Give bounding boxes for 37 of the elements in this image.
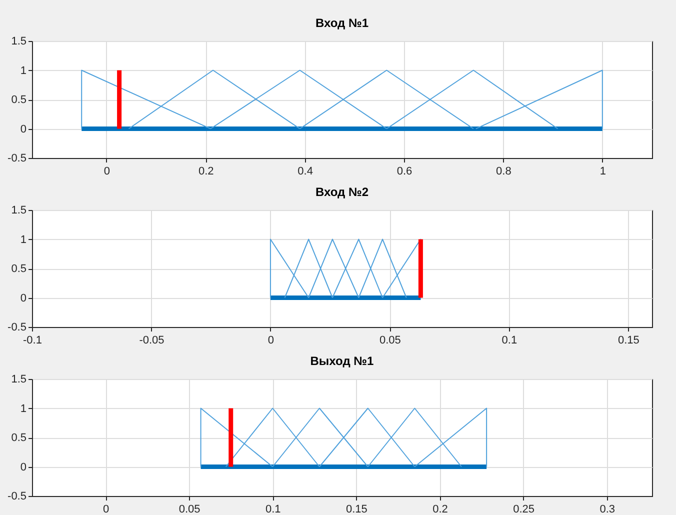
y-tick-label: 1	[20, 64, 26, 77]
x-tick-label: 0.6	[396, 166, 412, 178]
y-tick-label: 1	[20, 234, 26, 246]
x-tick-label: 0.15	[618, 334, 640, 346]
y-tick-label: 1	[20, 402, 26, 415]
y-tick-label: -0.5	[8, 490, 26, 502]
x-tick-label: 0.1	[266, 504, 281, 515]
x-tick-label: 0	[268, 334, 274, 346]
y-tick-label: 0.5	[11, 432, 26, 444]
y-tick-label: 0.5	[11, 94, 26, 106]
x-tick-label: 0.15	[346, 504, 368, 515]
x-tick-label: 0.3	[600, 504, 616, 515]
y-tick-label: -0.5	[8, 322, 26, 334]
x-tick-label: -0.1	[23, 334, 42, 346]
x-tick-label: -0.05	[139, 334, 164, 346]
x-tick-label: 0.4	[298, 166, 313, 178]
y-tick-label: 0	[20, 123, 26, 136]
chart-title: Вход №1	[315, 16, 369, 30]
x-tick-label: 0	[104, 166, 110, 178]
x-tick-label: 0.8	[496, 166, 512, 178]
x-tick-label: 0.2	[198, 166, 214, 178]
x-tick-label: 0	[102, 504, 110, 515]
y-tick-label: -0.5	[8, 152, 26, 164]
x-tick-label: 0.05	[178, 504, 200, 515]
x-tick-label: 1	[600, 166, 606, 178]
y-tick-label: 1.5	[11, 36, 26, 48]
y-tick-label: 0.5	[11, 263, 26, 275]
chart-title: Вход №2	[315, 185, 369, 199]
y-tick-label: 1.5	[11, 204, 26, 216]
x-tick-label: 0.2	[432, 504, 448, 515]
chart-title: Выход №1	[310, 354, 374, 368]
x-tick-label: 0.1	[502, 334, 518, 346]
y-tick-label: 1.5	[11, 374, 26, 386]
y-tick-label: 0	[20, 292, 26, 304]
x-tick-label: 0.25	[513, 504, 535, 515]
y-tick-label: 0	[20, 461, 26, 474]
x-tick-label: 0.05	[379, 334, 401, 346]
